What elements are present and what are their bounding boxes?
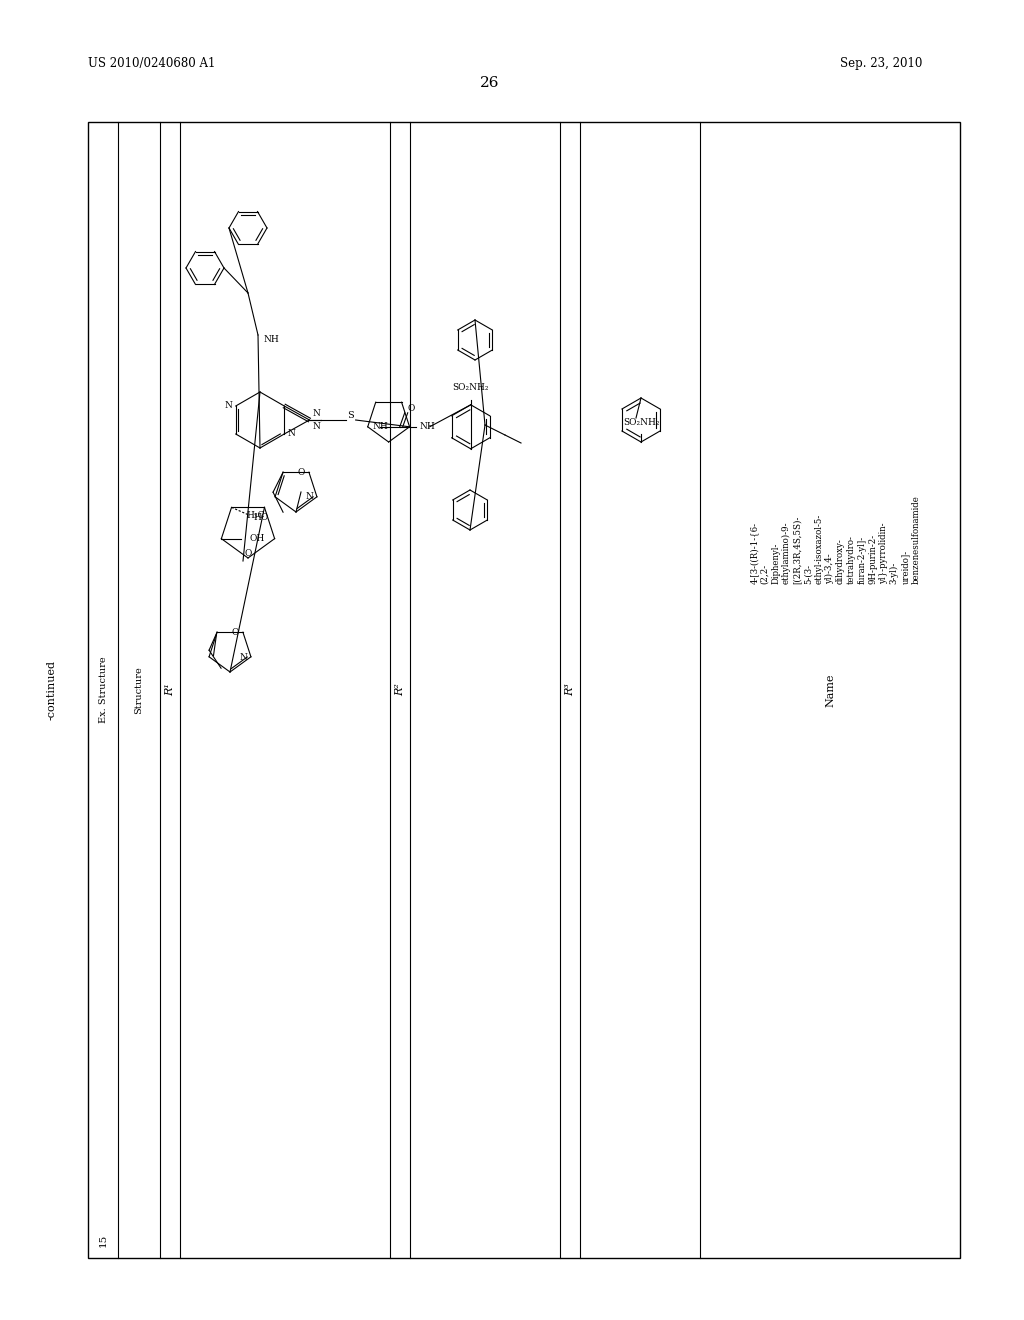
Text: H₃C: H₃C [247, 511, 265, 520]
Bar [88, 121, 961, 1258]
Text: Name: Name [825, 673, 835, 706]
Text: SO₂NH₂: SO₂NH₂ [453, 383, 489, 392]
Text: N: N [239, 653, 247, 663]
Text: O: O [245, 549, 252, 558]
Text: 15: 15 [98, 1233, 108, 1246]
Text: N: N [312, 422, 321, 432]
Text: N: N [225, 401, 232, 411]
Text: NH: NH [264, 335, 280, 345]
Text: N: N [288, 429, 295, 438]
Text: -continued: -continued [47, 660, 57, 719]
Text: NH: NH [373, 422, 388, 432]
Text: O: O [298, 467, 305, 477]
Text: R¹: R¹ [165, 684, 175, 697]
Text: Ex. Structure: Ex. Structure [98, 656, 108, 723]
Text: N: N [305, 492, 313, 502]
Text: OH: OH [250, 535, 264, 543]
Text: Sep. 23, 2010: Sep. 23, 2010 [840, 57, 923, 70]
Text: 4-[3-((R)-1-{6-
(2,2-
Diphenyl-
ethylamino)-9-
[(2R,3R,4S,5S)-
5-(3-
ethyl-isoxa: 4-[3-((R)-1-{6- (2,2- Diphenyl- ethylami… [750, 495, 921, 585]
Text: N: N [312, 409, 321, 418]
Text: HO: HO [254, 513, 268, 521]
Text: O: O [231, 628, 239, 636]
Text: 26: 26 [480, 77, 500, 90]
Text: S: S [347, 411, 354, 420]
Text: R³: R³ [565, 684, 575, 697]
Text: SO₂NH₂: SO₂NH₂ [623, 418, 659, 426]
Text: NH: NH [420, 422, 435, 432]
Text: US 2010/0240680 A1: US 2010/0240680 A1 [88, 57, 215, 70]
Text: R²: R² [395, 684, 406, 697]
Text: O: O [408, 404, 415, 413]
Text: Structure: Structure [134, 667, 143, 714]
